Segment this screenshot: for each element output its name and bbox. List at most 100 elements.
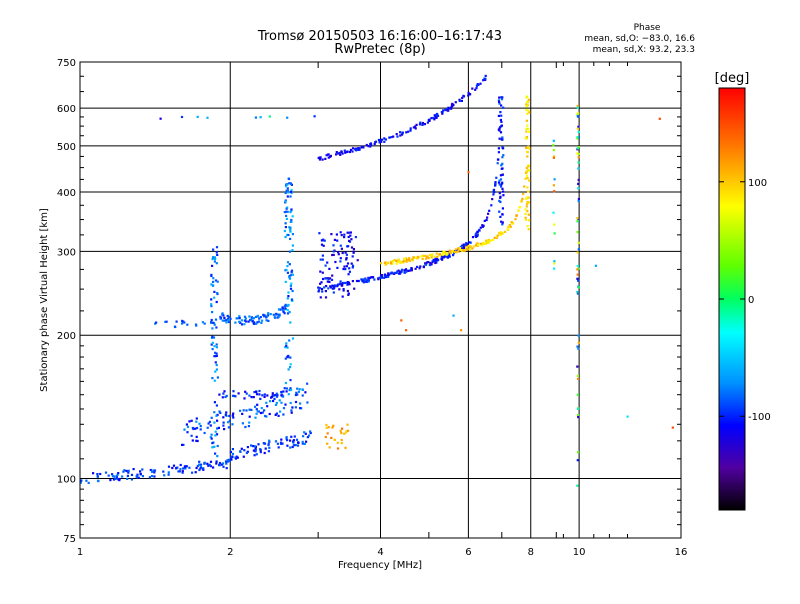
echo-point [232,416,235,419]
echo-point [253,391,256,394]
echo-point [285,436,288,439]
echo-point [291,445,294,449]
echo-point [424,262,427,265]
echo-point [321,258,324,261]
echo-point [322,277,325,281]
echo-point [475,242,478,245]
echo-point [497,151,500,154]
echo-point [492,189,495,192]
echo-point [526,186,529,189]
echo-point [412,256,415,259]
echo-point [185,465,188,468]
echo-point [215,368,218,371]
echo-point [526,201,530,204]
echo-point [500,104,503,107]
echo-point [282,310,285,313]
echo-point [215,414,218,417]
echo-point [395,259,398,263]
echo-point [399,131,402,134]
echo-point [226,314,229,317]
echo-point [366,279,369,282]
echo-point [387,274,390,277]
echo-point [304,432,307,435]
echo-point [495,236,499,239]
echo-point [428,253,431,257]
echo-point [294,393,297,397]
echo-point [421,254,424,257]
echo-point [285,387,288,390]
echo-point [343,281,346,285]
echo-point [181,322,184,325]
echo-point [248,394,251,397]
echo-point [460,249,463,252]
echo-point [211,335,214,338]
echo-point [287,295,290,298]
echo-point [481,224,484,227]
echo-point [268,439,271,442]
echo-point [319,270,322,273]
echo-point [418,123,422,126]
echo-point [225,321,228,324]
echo-point [340,442,343,445]
echo-point [274,394,277,397]
echo-point [527,190,530,193]
echo-point [392,135,395,138]
echo-point [288,250,291,253]
echo-point [248,315,251,318]
echo-point [317,286,320,289]
echo-point [427,257,430,260]
echo-point [326,432,329,435]
y-axis-label: Stationary phase Virtual Height [km] [39,208,50,392]
echo-point [350,246,354,249]
echo-point [467,91,470,94]
echo-point [553,262,556,265]
echo-point [465,246,468,250]
echo-point [118,477,121,481]
echo-point [178,470,181,473]
echo-point [444,108,447,112]
echo-point [395,271,398,274]
echo-point [430,254,433,257]
echo-point [96,473,99,476]
echo-point [303,431,306,434]
echo-point [416,255,419,258]
echo-point [211,341,214,344]
plot-frame [79,61,682,539]
echo-point [274,440,278,443]
echo-point [460,329,463,332]
echo-point [387,261,390,264]
echo-point [478,229,481,232]
echo-point [498,137,501,140]
echo-point [338,151,341,154]
echo-point [218,410,221,413]
echo-point [343,432,346,435]
echo-point [397,272,401,275]
echo-point [268,446,271,449]
echo-point [266,394,269,397]
echo-point [433,114,437,117]
echo-point [340,234,343,237]
echo-point [553,260,556,263]
echo-point [231,452,234,455]
echo-point [290,191,293,195]
echo-point [577,146,580,149]
echo-point [286,346,289,349]
echo-point [265,316,268,319]
echo-point [243,323,246,326]
echo-point [476,230,479,233]
echo-point [525,174,528,177]
echo-point [372,276,375,279]
echo-point [387,272,390,275]
echo-point [576,147,579,150]
echo-point [348,239,351,242]
echo-point [346,423,349,426]
echo-point [362,281,366,284]
echo-point [395,133,398,136]
echo-point [104,471,108,474]
echo-point [271,394,274,397]
echo-point [491,198,494,201]
echo-point [217,426,220,429]
echo-point [393,259,396,262]
echo-point [426,121,429,124]
echo-point [283,305,286,308]
